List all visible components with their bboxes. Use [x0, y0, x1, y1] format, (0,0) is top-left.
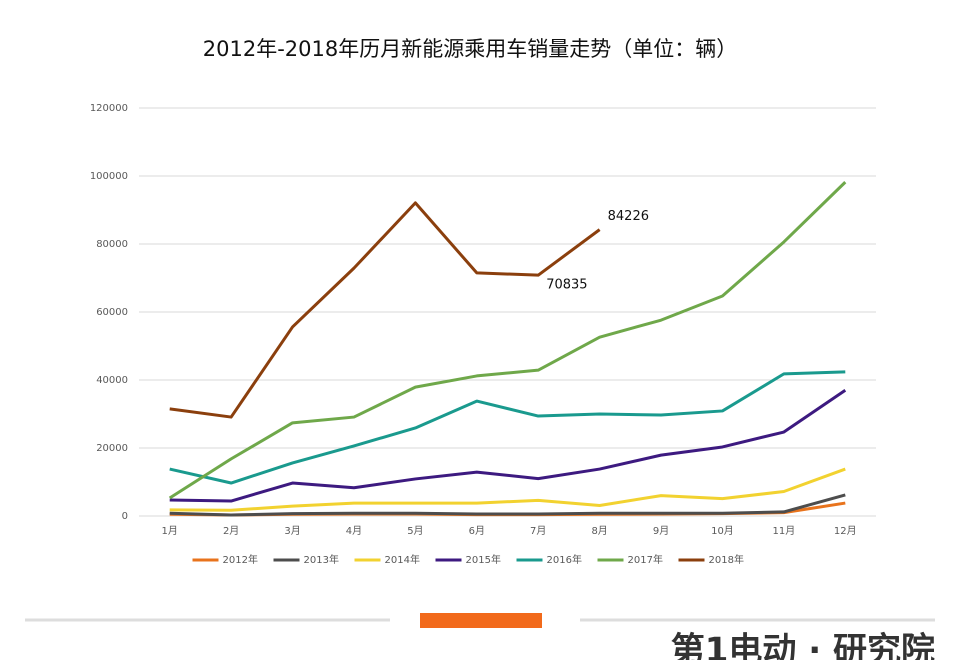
chart-title: 2012年-2018年历月新能源乘用车销量走势（单位：辆） [203, 37, 737, 61]
footer-bar [420, 613, 542, 628]
x-tick-label: 4月 [346, 525, 362, 537]
x-tick-label: 10月 [711, 525, 734, 537]
x-tick-label: 5月 [407, 525, 423, 537]
y-tick-label: 80000 [96, 239, 128, 250]
x-tick-label: 8月 [591, 525, 607, 537]
x-tick-label: 9月 [653, 525, 669, 537]
y-tick-label: 120000 [90, 103, 128, 114]
x-tick-label: 1月 [162, 525, 178, 537]
legend-label: 2013年 [304, 553, 339, 566]
legend-label: 2012年 [223, 553, 258, 566]
legend-label: 2014年 [385, 553, 420, 566]
series-line [168, 181, 847, 500]
y-tick-label: 60000 [96, 307, 128, 318]
y-tick-label: 0 [122, 511, 128, 522]
y-tick-label: 100000 [90, 171, 128, 182]
footer-logo: 第1电动 · 研究院 [671, 631, 935, 660]
x-tick-label: 11月 [773, 525, 796, 537]
x-tick-label: 12月 [834, 525, 857, 537]
series-line [169, 467, 846, 512]
legend-label: 2018年 [709, 553, 744, 566]
legend-label: 2017年 [628, 553, 663, 566]
y-tick-label: 20000 [96, 443, 128, 454]
data-label: 84226 [608, 209, 649, 224]
series-line [169, 388, 847, 503]
series-line [169, 370, 846, 485]
x-tick-label: 2月 [223, 525, 239, 537]
data-label: 70835 [546, 278, 587, 293]
y-tick-label: 40000 [96, 375, 128, 386]
x-tick-label: 6月 [469, 525, 485, 537]
series-line [169, 493, 846, 517]
legend-label: 2015年 [466, 553, 501, 566]
series-line [169, 201, 601, 419]
x-tick-label: 3月 [284, 525, 300, 537]
legend-label: 2016年 [547, 553, 582, 566]
x-tick-label: 7月 [530, 525, 546, 537]
